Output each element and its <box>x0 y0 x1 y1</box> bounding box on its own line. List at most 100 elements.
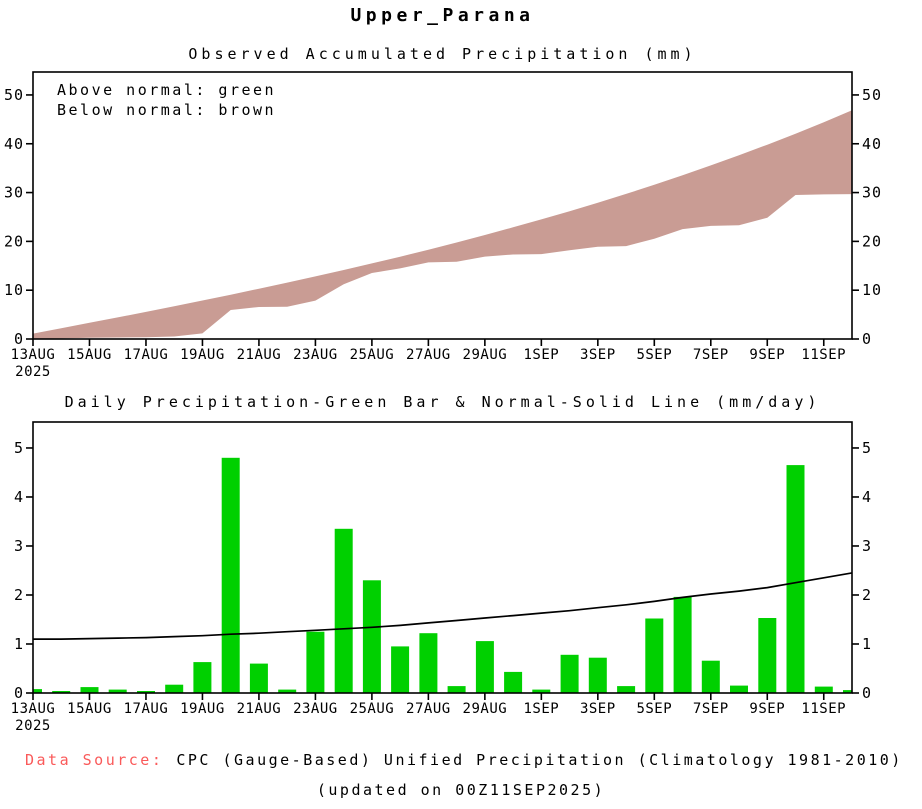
precip-bar <box>334 528 353 693</box>
y-tick-label-left: 30 <box>4 184 24 202</box>
y-tick-label-right: 5 <box>862 439 872 457</box>
plot-frame <box>32 421 853 694</box>
y-axis: 0 0 10 10 20 20 30 30 40 40 50 50 <box>4 86 882 348</box>
y-axis: 0 0 1 1 2 2 3 3 4 4 5 5 <box>14 439 872 702</box>
x-tick-label: 29AUG <box>463 701 508 717</box>
y-tick-label-left: 1 <box>14 635 24 653</box>
x-tick-label: 7SEP <box>693 701 729 717</box>
precip-bar <box>814 686 833 693</box>
precip-bar <box>786 465 805 693</box>
x-tick-label: 1SEP <box>523 347 559 363</box>
precip-bar <box>758 618 777 693</box>
precip-bar <box>193 662 212 693</box>
x-tick-label: 19AUG <box>180 347 225 363</box>
precip-bar <box>617 686 636 693</box>
y-tick-label-right: 50 <box>862 86 882 104</box>
accumulated-chart-title: Observed Accumulated Precipitation (mm) <box>188 45 697 63</box>
y-tick-label-right: 30 <box>862 184 882 202</box>
legend-above-normal: Above normal: green <box>57 81 277 99</box>
y-tick-label-right: 0 <box>862 330 872 348</box>
y-tick-label-left: 2 <box>14 586 24 604</box>
x-tick-label: 11SEP <box>801 701 846 717</box>
y-tick-label-left: 3 <box>14 537 24 555</box>
precip-bar <box>560 654 579 693</box>
precip-bar <box>249 663 268 693</box>
x-tick-label: 23AUG <box>293 701 338 717</box>
precip-bar <box>52 691 71 693</box>
x-tick-label: 3SEP <box>580 347 616 363</box>
y-tick-label-left: 50 <box>4 86 24 104</box>
x-year-label: 2025 <box>15 364 51 380</box>
x-tick-label: 29AUG <box>463 347 508 363</box>
precip-bar <box>673 596 692 693</box>
precip-bar <box>391 646 410 693</box>
below-normal-area-fill <box>33 110 852 339</box>
x-tick-label: 19AUG <box>180 701 225 717</box>
daily-chart-title: Daily Precipitation-Green Bar & Normal-S… <box>64 393 821 411</box>
normal-line <box>33 572 852 640</box>
y-tick-label-right: 1 <box>862 635 872 653</box>
y-tick-label-right: 10 <box>862 281 882 299</box>
y-tick-label-left: 4 <box>14 488 24 506</box>
precip-bar <box>645 618 664 693</box>
legend-below-normal: Below normal: brown <box>57 101 277 119</box>
daily-bars <box>33 457 852 693</box>
y-tick-label-left: 40 <box>4 135 24 153</box>
y-tick-label-left: 0 <box>14 330 24 348</box>
precip-bar <box>137 691 155 693</box>
y-tick-label-right: 0 <box>862 684 872 702</box>
x-tick-label: 17AUG <box>124 701 169 717</box>
precip-bar <box>278 689 297 693</box>
precip-bar <box>221 457 240 693</box>
x-tick-label: 21AUG <box>237 701 282 717</box>
x-year-label: 2025 <box>15 718 51 734</box>
footer-data-source: Data Source: CPC (Gauge-Based) Unified P… <box>25 751 903 769</box>
x-tick-label: 15AUG <box>67 347 112 363</box>
precip-bar <box>108 689 127 693</box>
y-tick-label-left: 0 <box>14 684 24 702</box>
x-tick-label: 23AUG <box>293 347 338 363</box>
x-tick-label: 27AUG <box>406 347 451 363</box>
y-tick-label-left: 20 <box>4 232 24 250</box>
x-tick-label: 13AUG <box>11 701 56 717</box>
y-tick-label-left: 10 <box>4 281 24 299</box>
y-tick-label-right: 3 <box>862 537 872 555</box>
y-tick-label-right: 20 <box>862 232 882 250</box>
y-tick-label-right: 4 <box>862 488 872 506</box>
x-tick-label: 15AUG <box>67 701 112 717</box>
x-tick-label: 9SEP <box>749 347 785 363</box>
precip-bar <box>33 689 42 693</box>
plot-frame <box>32 71 853 340</box>
x-tick-label: 25AUG <box>350 701 395 717</box>
precip-bar <box>80 687 99 693</box>
x-tick-label: 21AUG <box>237 347 282 363</box>
precip-bar <box>362 580 381 693</box>
y-tick-label-left: 5 <box>14 439 24 457</box>
precip-bar <box>532 689 551 693</box>
x-tick-label: 25AUG <box>350 347 395 363</box>
precip-bar <box>588 657 607 693</box>
x-tick-label: 5SEP <box>636 347 672 363</box>
precip-bar <box>419 633 438 693</box>
precip-bar <box>701 660 720 693</box>
footer-updated: (updated on 00Z11SEP2025) <box>316 781 606 799</box>
x-tick-label: 3SEP <box>580 701 616 717</box>
precip-bar <box>306 631 325 693</box>
precip-bar <box>730 685 748 693</box>
x-tick-label: 1SEP <box>523 701 559 717</box>
precip-bar <box>504 671 523 693</box>
y-tick-label-right: 2 <box>862 586 872 604</box>
page-title: Upper_Parana <box>350 5 535 26</box>
precip-bar <box>475 641 494 693</box>
x-tick-label: 9SEP <box>749 701 785 717</box>
data-source-text: CPC (Gauge-Based) Unified Precipitation … <box>176 751 903 769</box>
x-tick-label: 7SEP <box>693 347 729 363</box>
y-tick-label-right: 40 <box>862 135 882 153</box>
x-tick-label: 11SEP <box>801 347 846 363</box>
precip-bar <box>447 686 466 693</box>
